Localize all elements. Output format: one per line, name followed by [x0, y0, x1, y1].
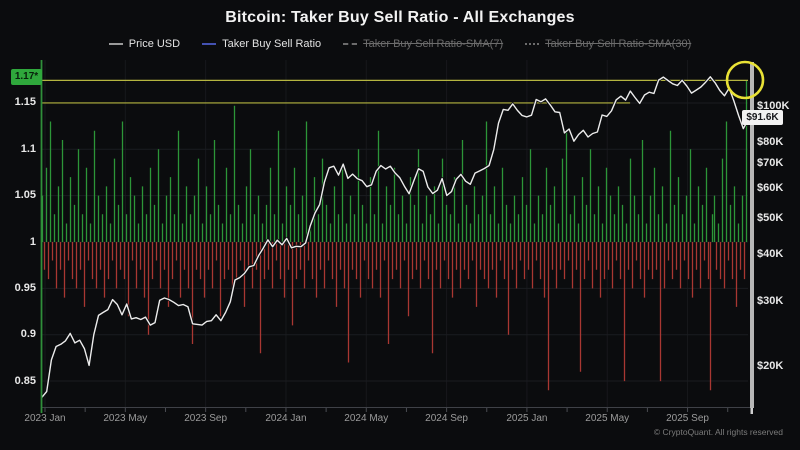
- x-axis-tick-label: 2023 Jan: [24, 413, 66, 424]
- right-axis-tick: [750, 408, 753, 414]
- right-axis-tick-label: $70K: [757, 157, 784, 170]
- right-axis-tick-label: $30K: [757, 294, 784, 307]
- y-axis-tick-label: 1.05: [14, 189, 36, 202]
- legend-label: Taker Buy Sell Ratio: [222, 38, 322, 50]
- x-axis-tick-label: 2025 Jan: [506, 413, 548, 424]
- right-axis-tick-label: $80K: [757, 135, 784, 148]
- right-axis-tick-label: $50K: [757, 211, 784, 224]
- line-marker-icon: [202, 43, 217, 45]
- legend-item-sma7[interactable]: Taker Buy Sell Ratio-SMA(7): [343, 38, 503, 50]
- x-axis-tick-label: 2024 May: [344, 413, 389, 424]
- ratio-current-badge: 1.17*: [11, 69, 42, 85]
- legend: Price USD Taker Buy Sell Ratio Taker Buy…: [0, 38, 800, 50]
- legend-label: Taker Buy Sell Ratio-SMA(7): [363, 38, 504, 50]
- right-axis-tick-label: $20K: [757, 360, 784, 373]
- price-current-badge: $91.6K: [742, 110, 783, 125]
- legend-item-price-usd[interactable]: Price USD: [108, 38, 181, 50]
- right-axis-tick-label: $40K: [757, 248, 784, 261]
- y-axis-tick-label: 1.15: [14, 96, 36, 109]
- x-axis-tick-label: 2024 Jan: [265, 413, 307, 424]
- legend-label: Taker Buy Sell Ratio-SMA(30): [545, 38, 692, 50]
- x-axis-tick-label: 2023 May: [103, 413, 148, 424]
- taker-buy-bars: [41, 80, 748, 242]
- dashed-line-marker-icon: [343, 43, 358, 45]
- legend-item-sma30[interactable]: Taker Buy Sell Ratio-SMA(30): [525, 38, 691, 50]
- y-axis-tick-label: 0.85: [14, 374, 36, 387]
- y-axis-tick-label: 1: [29, 235, 36, 248]
- x-axis-tick-label: 2024 Sep: [425, 413, 468, 424]
- right-axis-bar: [750, 62, 754, 408]
- y-axis-tick-label: 0.9: [20, 328, 36, 341]
- right-axis-tick-label: $100K: [757, 99, 790, 112]
- legend-label: Price USD: [128, 38, 181, 50]
- price-line: [41, 76, 749, 398]
- taker-sell-bars: [43, 242, 746, 391]
- right-axis-tick-label: $60K: [757, 182, 784, 195]
- dotted-line-marker-icon: [525, 43, 540, 45]
- chart-title: Bitcoin: Taker Buy Sell Ratio - All Exch…: [225, 9, 575, 26]
- y-axis-tick-label: 0.95: [14, 281, 36, 294]
- watermark-copyright: © CryptoQuant. All rights reserved: [653, 427, 783, 437]
- legend-item-taker-buy-sell-ratio[interactable]: Taker Buy Sell Ratio: [202, 38, 321, 50]
- x-axis-tick-label: 2025 Sep: [666, 413, 709, 424]
- x-axis-tick-label: 2023 Sep: [184, 413, 228, 424]
- x-axis-tick-label: 2025 May: [585, 413, 630, 424]
- line-marker-icon: [108, 43, 123, 45]
- highlight-circle: [725, 60, 765, 100]
- y-axis-tick-label: 1.1: [20, 142, 36, 155]
